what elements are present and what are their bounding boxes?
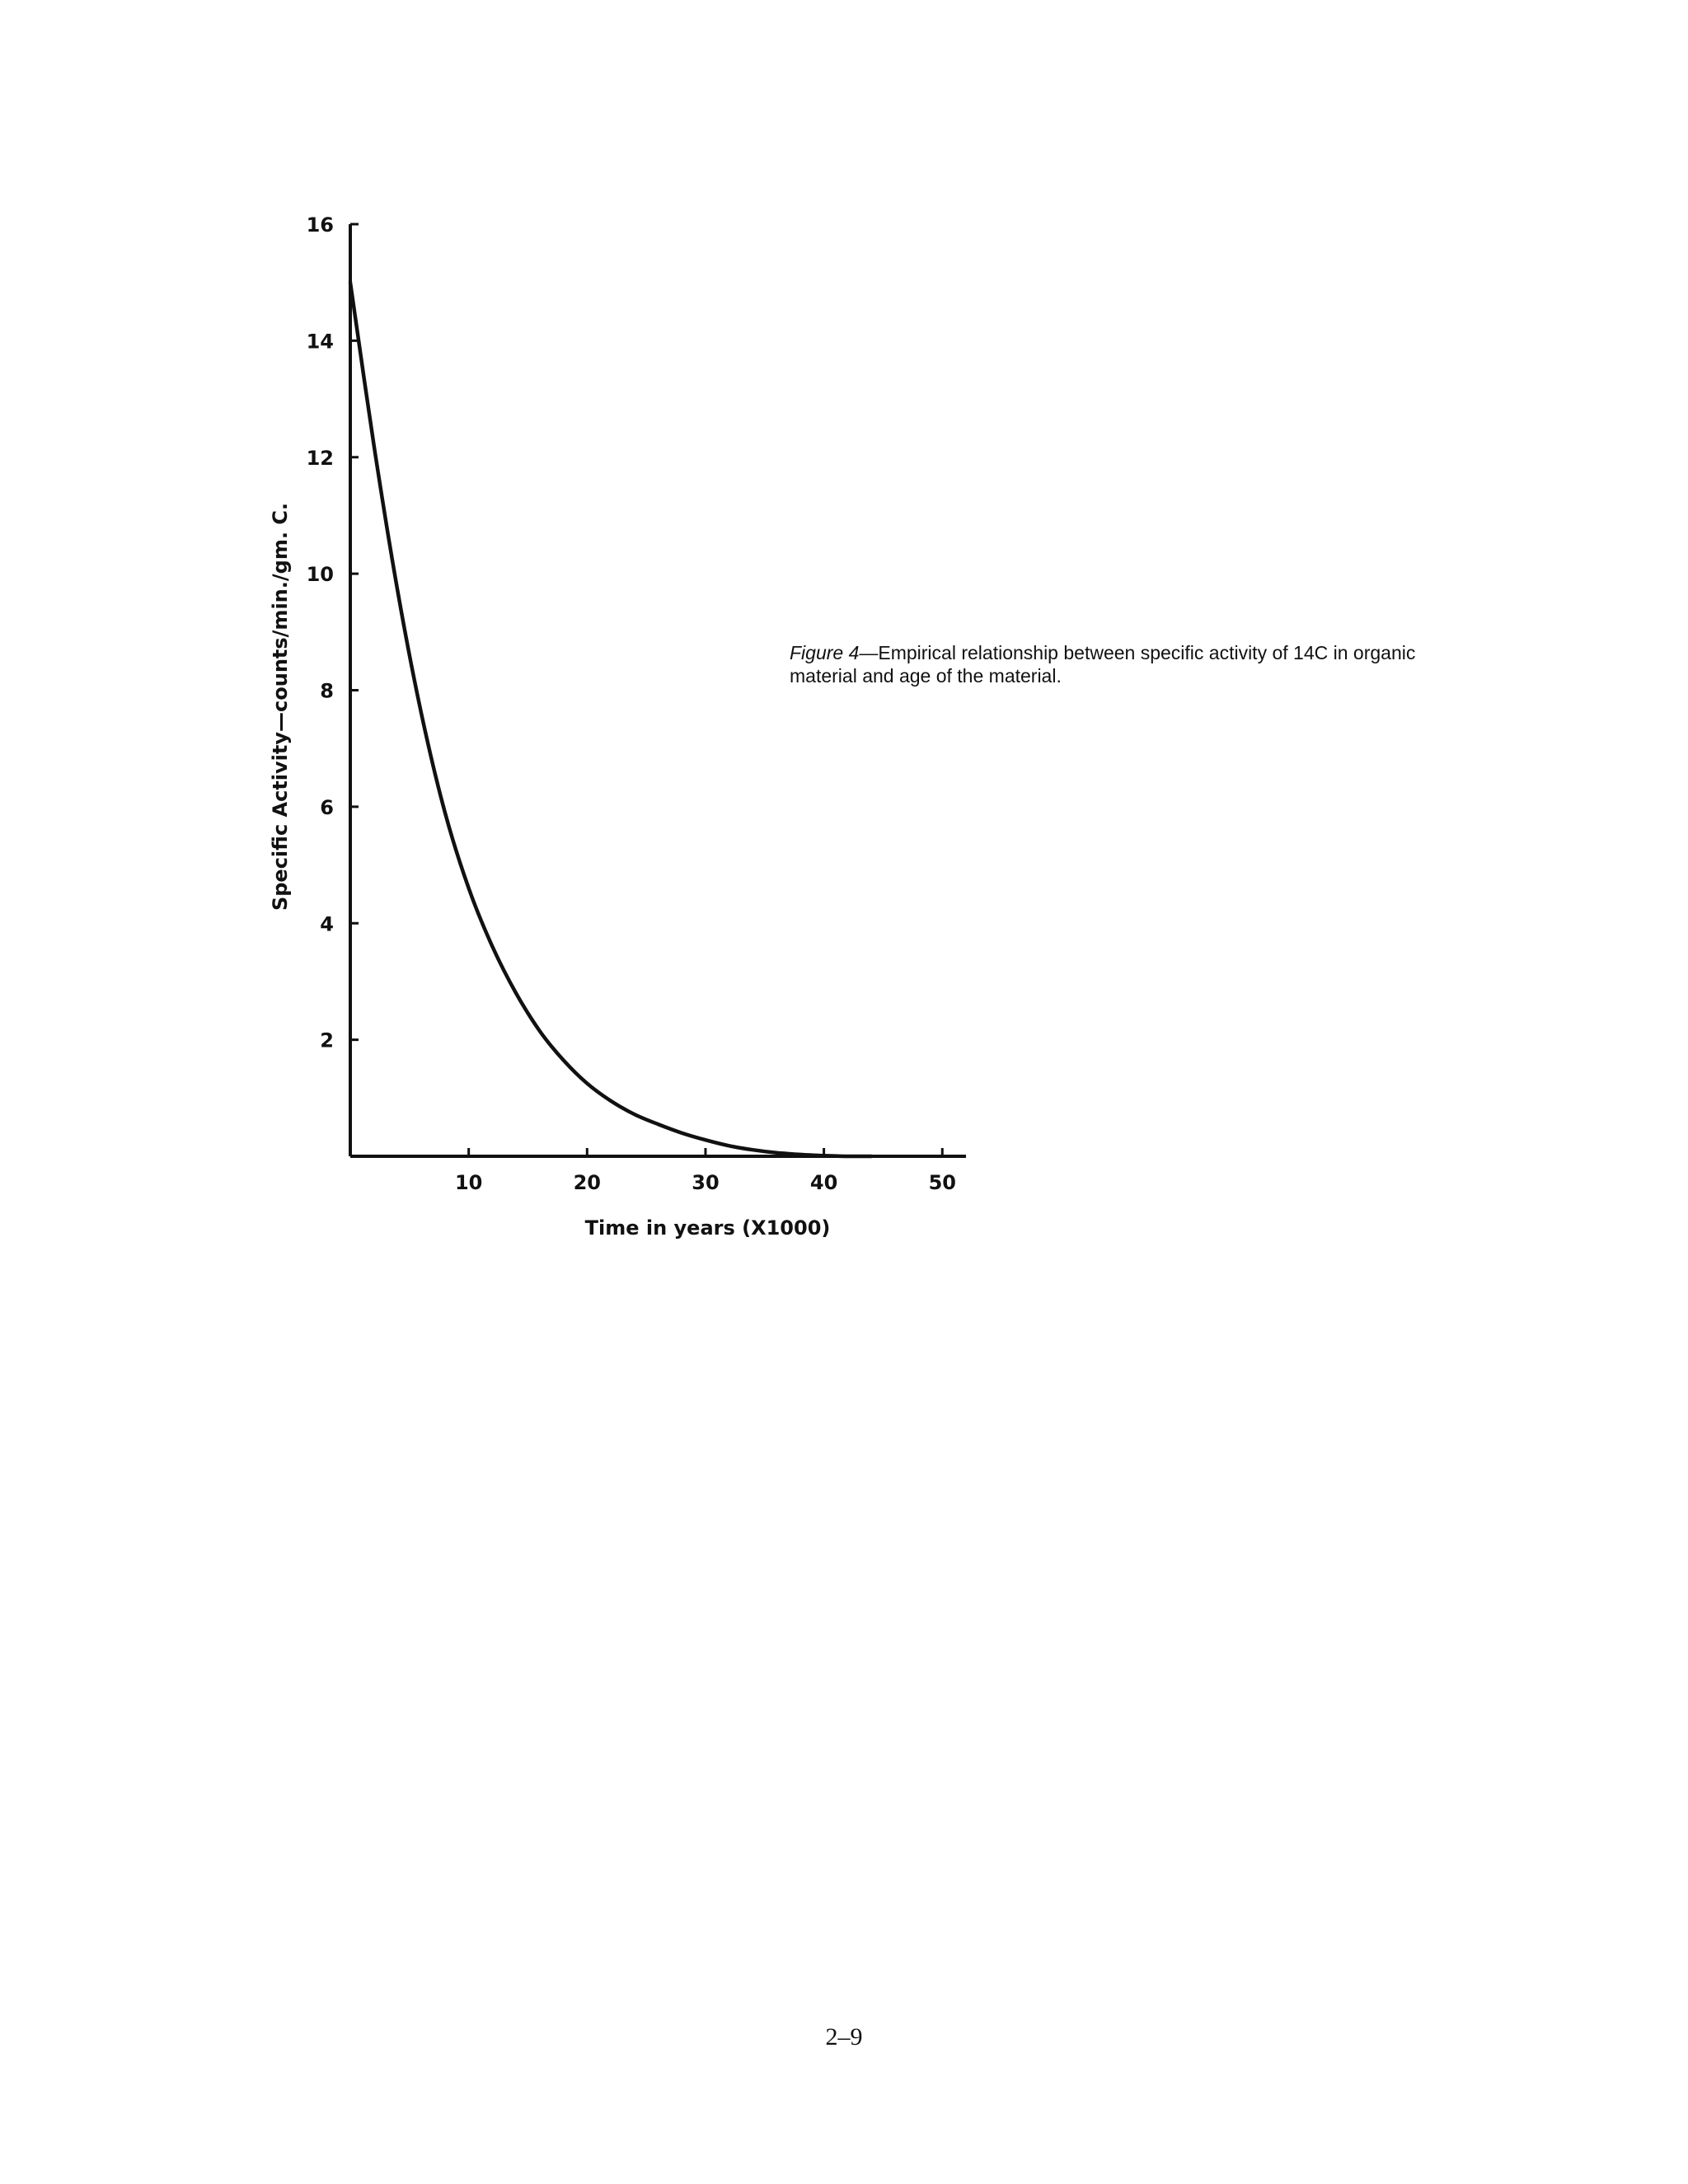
series-group <box>348 280 874 1159</box>
y-tick-label: 12 <box>307 447 334 470</box>
y-tick-label: 10 <box>307 563 334 586</box>
x-axis: 10 20 30 40 50 <box>350 1148 966 1194</box>
caption-text: Empirical relationship between specific … <box>790 642 1416 687</box>
y-tick-label: 4 <box>320 912 334 935</box>
y-axis: 2 4 6 8 10 12 14 16 <box>307 213 359 1156</box>
series-line-0 <box>348 280 874 1159</box>
figure-ref: Figure 4 <box>790 642 860 663</box>
y-tick-label: 14 <box>307 330 334 353</box>
y-tick-label: 6 <box>320 796 334 819</box>
x-tick-label: 20 <box>574 1171 601 1194</box>
figure-caption: Figure 4—Empirical relationship between … <box>790 641 1416 687</box>
x-axis-title: Time in years (X1000) <box>585 1216 831 1240</box>
caption-dash: — <box>859 642 879 663</box>
x-tick-label: 50 <box>929 1171 956 1194</box>
y-tick-label: 2 <box>320 1029 334 1052</box>
y-axis-title: Specific Activity—counts/min./gm. C. <box>269 503 292 911</box>
x-tick-label: 10 <box>455 1171 482 1194</box>
x-tick-label: 30 <box>692 1171 719 1194</box>
y-tick-label: 16 <box>307 213 334 237</box>
y-tick-label: 8 <box>320 680 334 703</box>
x-tick-label: 40 <box>810 1171 837 1194</box>
page-number: 2–9 <box>825 2023 863 2050</box>
